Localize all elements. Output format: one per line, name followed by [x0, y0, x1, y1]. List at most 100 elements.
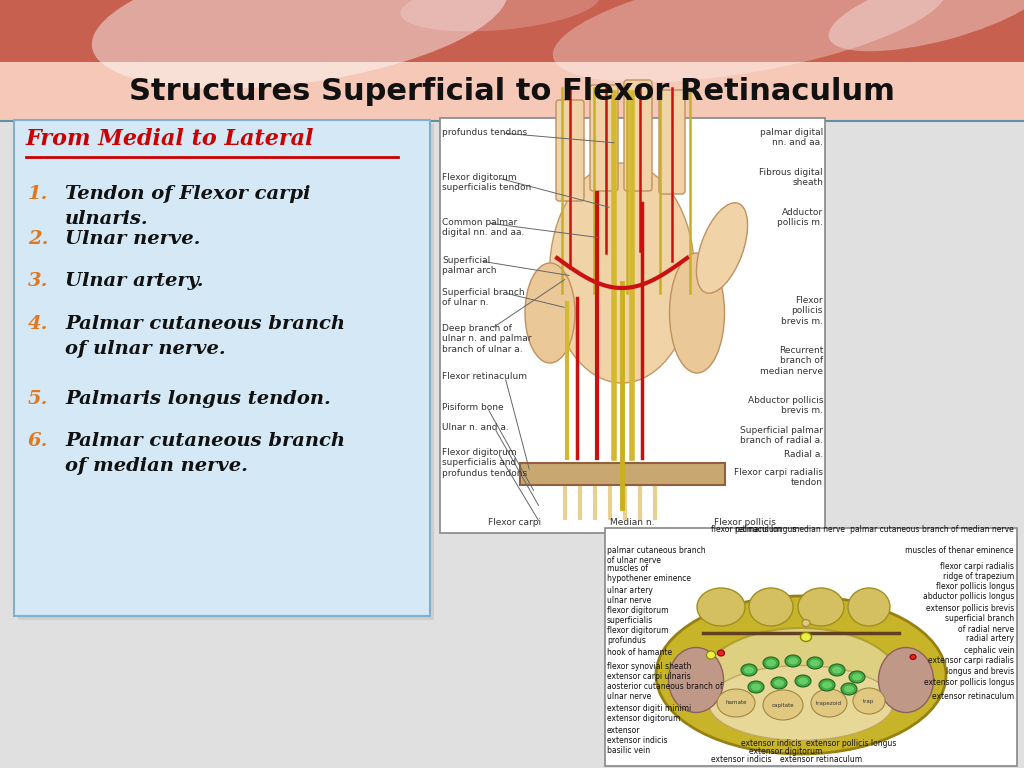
Ellipse shape [798, 588, 844, 626]
FancyBboxPatch shape [0, 88, 1024, 89]
FancyBboxPatch shape [0, 68, 1024, 70]
Ellipse shape [763, 690, 803, 720]
Text: 1.: 1. [28, 185, 48, 203]
Text: Ulnar artery.: Ulnar artery. [65, 272, 204, 290]
Ellipse shape [763, 657, 779, 669]
Text: extensor
extensor indicis: extensor extensor indicis [607, 726, 668, 746]
Text: Palmar cutaneous branch
of median nerve.: Palmar cutaneous branch of median nerve. [65, 432, 345, 475]
Text: ulnar artery
ulnar nerve: ulnar artery ulnar nerve [607, 586, 653, 605]
Text: Palmaris longus tendon.: Palmaris longus tendon. [65, 390, 331, 408]
Text: extensor indicis: extensor indicis [740, 739, 801, 748]
Ellipse shape [788, 657, 798, 664]
Text: 4.: 4. [28, 315, 48, 333]
Text: Ulnar n. and a.: Ulnar n. and a. [442, 423, 509, 432]
FancyBboxPatch shape [0, 91, 1024, 92]
Text: muscles of
hypothener eminence: muscles of hypothener eminence [607, 564, 691, 584]
Ellipse shape [822, 681, 831, 688]
Ellipse shape [848, 588, 890, 626]
Ellipse shape [709, 666, 894, 740]
Text: Flexor carpi: Flexor carpi [488, 518, 542, 527]
FancyBboxPatch shape [659, 90, 685, 194]
Ellipse shape [707, 651, 716, 659]
Ellipse shape [400, 0, 600, 31]
Ellipse shape [92, 0, 508, 88]
Ellipse shape [841, 683, 857, 695]
Text: Pisiform bone: Pisiform bone [442, 403, 504, 412]
FancyBboxPatch shape [14, 120, 430, 616]
Text: basilic vein: basilic vein [607, 746, 650, 755]
Ellipse shape [748, 681, 764, 693]
Text: 2.: 2. [28, 230, 48, 248]
Ellipse shape [879, 647, 934, 713]
Text: Flexor pollicis: Flexor pollicis [714, 518, 776, 527]
Ellipse shape [669, 647, 724, 713]
FancyBboxPatch shape [0, 62, 1024, 122]
FancyBboxPatch shape [520, 463, 725, 485]
Text: palmar cutaneous branch
of ulnar nerve: palmar cutaneous branch of ulnar nerve [607, 546, 706, 565]
Text: extensor retinaculum: extensor retinaculum [780, 755, 862, 764]
Text: flexor synovial sheath
extensor carpi ulnaris: flexor synovial sheath extensor carpi ul… [607, 662, 691, 681]
FancyBboxPatch shape [0, 71, 1024, 73]
Ellipse shape [829, 664, 845, 676]
Text: Common palmar
digital nn. and aa.: Common palmar digital nn. and aa. [442, 218, 524, 237]
Ellipse shape [785, 655, 801, 667]
Ellipse shape [798, 677, 808, 684]
Text: Palmar cutaneous branch
of ulnar nerve.: Palmar cutaneous branch of ulnar nerve. [65, 315, 345, 358]
Ellipse shape [828, 0, 1024, 51]
Ellipse shape [807, 657, 823, 669]
Ellipse shape [670, 253, 725, 373]
Ellipse shape [810, 660, 820, 667]
Text: hook of hamante: hook of hamante [607, 648, 672, 657]
Text: Ulnar nerve.: Ulnar nerve. [65, 230, 201, 248]
Text: extensor retinaculum: extensor retinaculum [932, 692, 1014, 701]
Text: flexor digitorum
profundus: flexor digitorum profundus [607, 626, 669, 645]
Ellipse shape [696, 203, 748, 293]
FancyBboxPatch shape [0, 78, 1024, 80]
Text: flexor pollicis longus
abductor pollicis longus: flexor pollicis longus abductor pollicis… [923, 582, 1014, 601]
Text: Adductor
pollicis m.: Adductor pollicis m. [777, 208, 823, 227]
Text: Superficial branch
of ulnar n.: Superficial branch of ulnar n. [442, 288, 524, 307]
Text: extensor pollicis longus: extensor pollicis longus [806, 739, 896, 748]
Text: extensor pollicis brevis
superficial branch
of radial nerve: extensor pollicis brevis superficial bra… [926, 604, 1014, 634]
FancyBboxPatch shape [0, 74, 1024, 75]
FancyBboxPatch shape [0, 77, 1024, 78]
Text: Flexor digitorum
superficialis and
profundus tendons: Flexor digitorum superficialis and profu… [442, 448, 527, 478]
Text: 6.: 6. [28, 432, 48, 450]
Ellipse shape [801, 633, 811, 641]
FancyBboxPatch shape [0, 64, 1024, 65]
Text: Flexor retinaculum: Flexor retinaculum [442, 372, 527, 381]
Text: From Medial to Lateral: From Medial to Lateral [26, 128, 314, 150]
Text: cephalic vein
extensor carpi radialis
longus and brevis: cephalic vein extensor carpi radialis lo… [928, 646, 1014, 676]
Text: palmar cutaneous branch of median nerve: palmar cutaneous branch of median nerve [850, 525, 1014, 534]
FancyBboxPatch shape [0, 72, 1024, 74]
Text: 5.: 5. [28, 390, 48, 408]
Ellipse shape [749, 588, 793, 626]
Text: extensor indicis: extensor indicis [711, 755, 771, 764]
Ellipse shape [717, 689, 755, 717]
Text: Recurrent
branch of
median nerve: Recurrent branch of median nerve [760, 346, 823, 376]
FancyBboxPatch shape [440, 118, 825, 533]
Ellipse shape [802, 620, 810, 627]
Text: aosterior cutaneous branch of
ulnar nerve: aosterior cutaneous branch of ulnar nerv… [607, 682, 723, 701]
FancyBboxPatch shape [0, 84, 1024, 86]
Text: Deep branch of
ulnar n. and palmar
branch of ulnar a.: Deep branch of ulnar n. and palmar branc… [442, 324, 531, 354]
Ellipse shape [831, 667, 842, 674]
Text: trap: trap [863, 699, 874, 703]
Text: profundus tendons: profundus tendons [442, 128, 527, 137]
FancyBboxPatch shape [590, 85, 618, 191]
Text: capitate: capitate [772, 703, 795, 707]
FancyBboxPatch shape [0, 67, 1024, 68]
FancyBboxPatch shape [0, 69, 1024, 71]
FancyBboxPatch shape [0, 83, 1024, 84]
Ellipse shape [774, 680, 784, 687]
Ellipse shape [718, 650, 725, 656]
FancyBboxPatch shape [0, 65, 1024, 67]
FancyBboxPatch shape [0, 0, 1024, 62]
Text: trapezoid: trapezoid [816, 700, 842, 706]
Text: Superficial
palmar arch: Superficial palmar arch [442, 256, 497, 276]
Ellipse shape [550, 163, 694, 383]
Text: radial artery: radial artery [966, 634, 1014, 643]
Ellipse shape [744, 667, 754, 674]
Text: Abductor pollicis
brevis m.: Abductor pollicis brevis m. [748, 396, 823, 415]
Ellipse shape [697, 588, 745, 626]
